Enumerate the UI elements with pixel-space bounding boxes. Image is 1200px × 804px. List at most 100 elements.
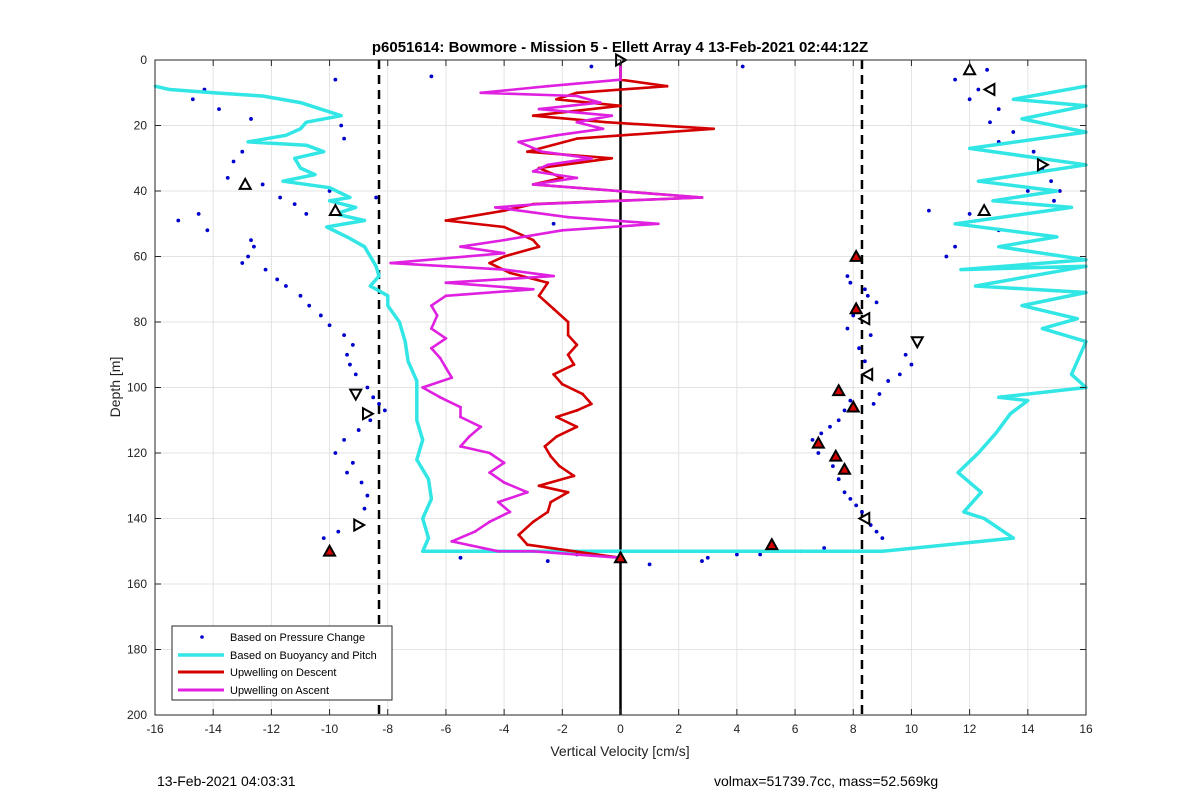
vertex-upwelling-ascent bbox=[496, 500, 500, 504]
legend: Based on Pressure Change Based on Buoyan… bbox=[171, 625, 393, 701]
marker-up-triangle bbox=[976, 203, 992, 217]
y-tick-label: 200 bbox=[127, 708, 147, 722]
x-tick-label: -8 bbox=[382, 722, 393, 736]
point-pressure-change bbox=[359, 480, 364, 485]
vertex-upwelling-descent bbox=[543, 445, 547, 448]
point-pressure-change bbox=[240, 261, 245, 265]
vertex-buoyancy-pitch bbox=[377, 274, 381, 278]
point-pressure-change bbox=[877, 392, 882, 396]
x-tick-label: 4 bbox=[734, 722, 741, 736]
vertex-upwelling-descent bbox=[555, 435, 558, 439]
vertex-upwelling-ascent bbox=[502, 268, 506, 271]
footer-stats: volmax=51739.7cc, mass=52.569kg bbox=[714, 773, 939, 789]
vertex-buoyancy-pitch bbox=[328, 186, 331, 190]
x-tick-label: -2 bbox=[557, 722, 568, 736]
point-pressure-change bbox=[589, 64, 594, 69]
point-pressure-change bbox=[339, 123, 344, 128]
vertex-buoyancy-pitch bbox=[968, 147, 972, 150]
vertex-upwelling-ascent bbox=[531, 549, 535, 553]
point-pressure-change bbox=[880, 536, 885, 541]
vertex-upwelling-ascent bbox=[450, 376, 454, 380]
vertex-upwelling-ascent bbox=[531, 169, 535, 173]
vertex-upwelling-descent bbox=[549, 500, 553, 504]
vertex-upwelling-ascent bbox=[656, 222, 660, 226]
vertex-upwelling-descent bbox=[575, 91, 579, 95]
point-pressure-change bbox=[871, 401, 876, 406]
vertex-buoyancy-pitch bbox=[427, 536, 430, 540]
point-pressure-change bbox=[345, 352, 349, 357]
vertex-upwelling-ascent bbox=[435, 314, 439, 317]
point-pressure-change bbox=[342, 438, 347, 442]
ticks: -16 -14 -12 -10 -8 -6 -4 -2 0 2 4 6 8 10 12 14 160204060… bbox=[127, 53, 1093, 736]
vertex-upwelling-ascent bbox=[537, 202, 541, 206]
vertex-buoyancy-pitch bbox=[421, 549, 425, 553]
point-pressure-change bbox=[976, 87, 981, 92]
point-pressure-change bbox=[362, 506, 367, 511]
vertex-upwelling-ascent bbox=[459, 245, 462, 249]
vertex-upwelling-descent bbox=[549, 454, 553, 458]
point-pressure-change bbox=[874, 529, 879, 534]
vertex-upwelling-descent bbox=[575, 425, 579, 429]
vertex-buoyancy-pitch bbox=[415, 458, 419, 461]
point-pressure-change bbox=[318, 313, 323, 318]
marker-left-triangle bbox=[857, 311, 871, 326]
point-pressure-change bbox=[225, 176, 230, 180]
point-pressure-change bbox=[196, 212, 201, 216]
marker-up-triangle bbox=[328, 203, 343, 217]
vertex-buoyancy-pitch bbox=[313, 173, 317, 177]
vertex-upwelling-ascent bbox=[450, 540, 454, 543]
x-tick-label: 10 bbox=[905, 722, 919, 736]
x-tick-label: -12 bbox=[263, 722, 281, 736]
vertex-buoyancy-pitch bbox=[421, 517, 425, 520]
vertex-buoyancy-pitch bbox=[415, 379, 419, 383]
vertex-upwelling-descent bbox=[604, 120, 608, 124]
marker-left-triangle bbox=[860, 367, 874, 382]
vertex-upwelling-ascent bbox=[526, 490, 529, 494]
point-pressure-change bbox=[953, 244, 957, 249]
marker-up-triangle bbox=[828, 448, 843, 462]
point-pressure-change bbox=[321, 536, 326, 541]
point-pressure-change bbox=[1031, 149, 1036, 154]
vertex-upwelling-descent bbox=[517, 533, 521, 537]
point-pressure-change bbox=[897, 372, 902, 377]
point-pressure-change bbox=[860, 510, 864, 514]
point-pressure-change bbox=[356, 428, 361, 432]
vertex-upwelling-ascent bbox=[531, 183, 535, 186]
vertex-buoyancy-pitch bbox=[304, 143, 308, 147]
vertex-upwelling-ascent bbox=[590, 156, 593, 160]
vertex-buoyancy-pitch bbox=[397, 320, 401, 324]
point-pressure-change bbox=[822, 546, 827, 550]
point-pressure-change bbox=[205, 228, 210, 233]
vertex-buoyancy-pitch bbox=[997, 245, 1001, 249]
marker-left-triangle bbox=[982, 82, 996, 97]
vertex-upwelling-descent bbox=[566, 353, 570, 357]
point-pressure-change bbox=[551, 221, 556, 226]
vertex-buoyancy-pitch bbox=[261, 94, 265, 98]
legend-label-pressure: Based on Pressure Change bbox=[230, 632, 365, 644]
vertex-upwelling-ascent bbox=[619, 65, 622, 68]
vertex-buoyancy-pitch bbox=[339, 114, 343, 118]
point-pressure-change bbox=[988, 120, 992, 125]
vertex-buoyancy-pitch bbox=[168, 88, 171, 91]
marker-up-triangle bbox=[322, 543, 337, 557]
vertex-buoyancy-pitch bbox=[991, 199, 995, 203]
vertex-buoyancy-pitch bbox=[415, 399, 419, 402]
vertex-upwelling-ascent bbox=[421, 386, 425, 389]
point-pressure-change bbox=[758, 552, 763, 557]
vertex-upwelling-descent bbox=[555, 415, 558, 419]
vertex-upwelling-ascent bbox=[467, 435, 471, 439]
vertex-buoyancy-pitch bbox=[368, 284, 372, 288]
point-pressure-change bbox=[865, 293, 870, 298]
vertex-upwelling-ascent bbox=[517, 140, 521, 144]
vertex-upwelling-ascent bbox=[438, 395, 442, 399]
legend-swatch-pressure bbox=[200, 635, 204, 639]
vertex-upwelling-ascent bbox=[540, 150, 544, 154]
footer-timestamp: 13-Feb-2021 04:03:31 bbox=[157, 773, 296, 789]
vertex-upwelling-descent bbox=[552, 307, 555, 311]
vertex-upwelling-descent bbox=[531, 114, 535, 118]
vertex-upwelling-ascent bbox=[479, 425, 483, 429]
point-pressure-change bbox=[874, 300, 879, 305]
point-pressure-change bbox=[278, 195, 283, 200]
vertex-buoyancy-pitch bbox=[974, 284, 977, 288]
vertex-buoyancy-pitch bbox=[421, 438, 425, 442]
